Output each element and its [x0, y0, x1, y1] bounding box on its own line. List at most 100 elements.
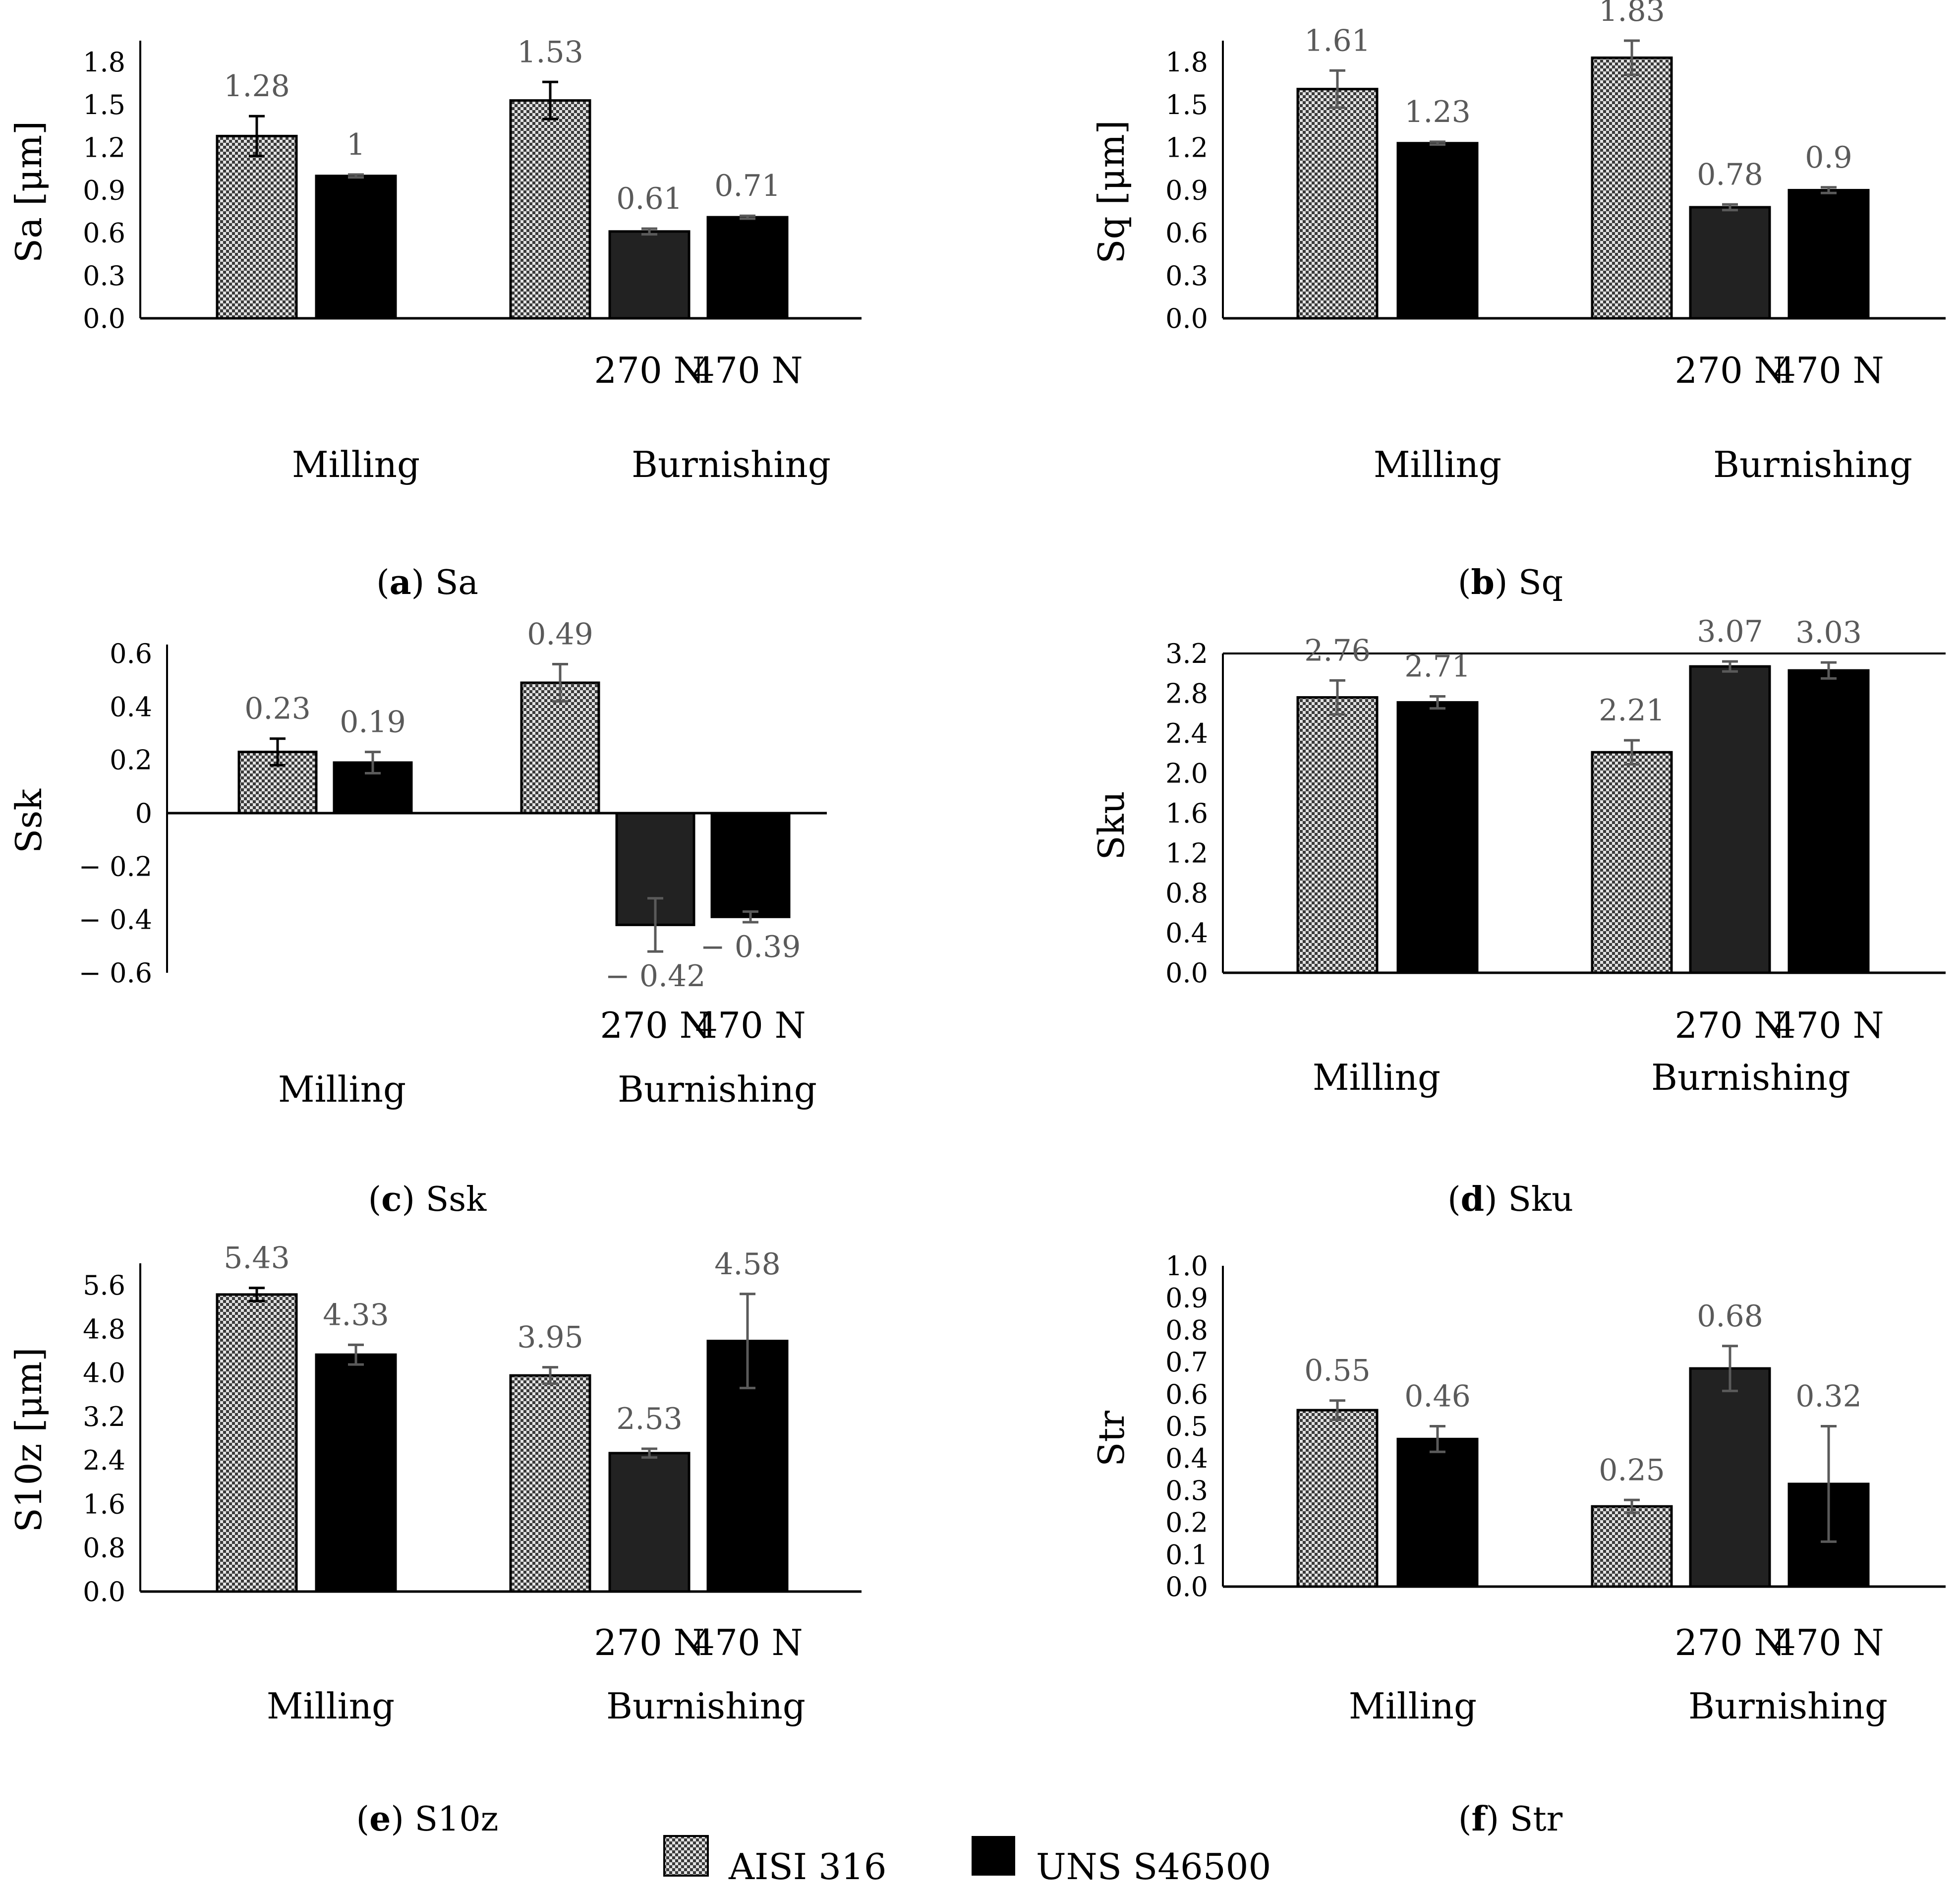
x-group-label: Milling	[1349, 1685, 1477, 1727]
error-bar	[1722, 1345, 1738, 1392]
data-label: 0.71	[714, 169, 781, 203]
data-label: 1.53	[517, 35, 583, 69]
x-category-label: 270 N	[594, 1622, 704, 1663]
caption-letter: e	[369, 1799, 391, 1839]
data-label: 1.23	[1404, 95, 1471, 129]
y-tick-label: 1.5	[1165, 89, 1208, 120]
bar-uns-s46500-470-n	[1787, 189, 1870, 320]
chart-panel-e: 0.0 0.8 1.6 2.4 3.2 4.0 4.8 5.6 5.43 4.33 3.95 2.53…	[8, 1241, 862, 1839]
y-tick-label: 2.8	[1165, 678, 1208, 710]
y-tick-label: 0	[135, 798, 152, 829]
data-label: 2.21	[1599, 693, 1665, 728]
y-tick-label: 0.4	[1165, 1443, 1208, 1474]
y-tick-label: 0.2	[1165, 1507, 1208, 1538]
y-tick-label: 1.2	[1165, 838, 1208, 869]
error-bar	[740, 214, 755, 220]
caption-paren-open: (	[356, 1800, 370, 1839]
x-category-label: 470 N	[1773, 1622, 1884, 1663]
error-bar	[1430, 140, 1445, 146]
caption-paren-open: (	[1458, 1800, 1472, 1839]
y-tick-label: 0.4	[1165, 918, 1208, 949]
y-tick-label: 0.9	[1165, 175, 1208, 206]
x-category-label: 270 N	[1674, 350, 1785, 391]
error-bar	[1821, 186, 1837, 194]
y-tick-label: 1.2	[1165, 132, 1208, 163]
data-label: 2.53	[616, 1402, 683, 1436]
data-label: 4.33	[323, 1298, 389, 1332]
y-tick-label: 0.0	[1165, 1571, 1208, 1602]
bar-aisi-316	[216, 134, 298, 320]
error-bar	[1329, 69, 1345, 109]
y-tick-label: 4.0	[83, 1358, 125, 1389]
y-tick-label: 1.2	[83, 132, 125, 163]
y-tick-label: 1.6	[1165, 798, 1208, 829]
error-bar	[348, 1343, 364, 1366]
y-tick-label: 5.6	[83, 1270, 125, 1301]
y-tick-label: 0.8	[1165, 1314, 1208, 1346]
x-category-label: 270 N	[594, 350, 704, 391]
data-label: 0.23	[244, 692, 311, 726]
data-label: 3.03	[1795, 615, 1862, 650]
caption-text: S10z	[415, 1800, 499, 1839]
panel-caption: (d) Sku	[1447, 1180, 1573, 1219]
panel-caption: (b) Sq	[1458, 563, 1563, 602]
caption-letter: c	[381, 1180, 402, 1219]
data-label: 0.78	[1697, 157, 1763, 192]
y-tick-label: 3.2	[83, 1401, 125, 1432]
y-tick-label: 2.4	[83, 1445, 125, 1476]
y-axis-title: Sa [μm]	[8, 121, 50, 263]
y-tick-label: 0.6	[1165, 218, 1208, 249]
caption-paren-open: (	[376, 563, 390, 602]
x-group-label: Milling	[292, 444, 420, 485]
y-tick-label: 0.0	[1165, 957, 1208, 989]
caption-text: Str	[1510, 1800, 1563, 1839]
x-group-label: Milling	[1313, 1057, 1441, 1098]
error-bar	[270, 737, 286, 767]
data-label: 0.55	[1304, 1354, 1371, 1388]
data-label: 2.76	[1304, 633, 1371, 668]
bar-aisi-316	[509, 1374, 591, 1593]
x-group-label: Milling	[267, 1685, 395, 1727]
legend-swatch-uns-s46500	[972, 1836, 1015, 1876]
data-label: 3.07	[1697, 614, 1763, 649]
error-bar	[743, 910, 758, 924]
bar-uns-s46500	[315, 175, 397, 320]
y-tick-label: 1.8	[1165, 47, 1208, 78]
y-tick-label: 0.4	[110, 691, 152, 722]
legend-label-uns-s46500: UNS S46500	[1036, 1846, 1271, 1888]
y-tick-label: 0.2	[110, 745, 152, 776]
caption-letter: d	[1461, 1180, 1485, 1219]
x-group-label: Burnishing	[1651, 1057, 1850, 1098]
x-group-label: Burnishing	[632, 444, 831, 485]
x-group-label: Burnishing	[1688, 1685, 1888, 1727]
caption-text: Ssk	[426, 1180, 487, 1219]
chart-panel-d: 0.0 0.4 0.8 1.2 1.6 2.0 2.4 2.8 3.2 2.76 2.71 2.21 3…	[1091, 614, 1946, 1219]
error-bar	[1430, 1425, 1445, 1453]
y-tick-label: 4.8	[83, 1313, 125, 1345]
bar-aisi-316	[1296, 88, 1379, 320]
y-axis-title: Sq [μm]	[1091, 120, 1132, 264]
x-category-label: 470 N	[695, 1005, 806, 1046]
bar-uns-s46500-270-n	[1689, 1367, 1771, 1588]
caption-paren-close: )	[1486, 1800, 1510, 1839]
caption-paren-close: )	[402, 1180, 426, 1219]
y-tick-label: 2.4	[1165, 718, 1208, 749]
caption-text: Sa	[435, 563, 478, 602]
bar-uns-s46500	[1396, 1437, 1479, 1588]
y-tick-label: 0.1	[1165, 1539, 1208, 1570]
panel-caption: (c) Ssk	[368, 1180, 487, 1219]
bar-uns-s46500-270-n	[1689, 206, 1771, 320]
data-label: 0.68	[1697, 1299, 1763, 1334]
y-tick-label: 0.0	[83, 303, 125, 334]
chart-panel-c: − 0.6 − 0.4 − 0.2 0 0.2 0.4 0.6 0.23 0.19 0.49 − 0…	[8, 617, 827, 1219]
data-label: 1.28	[224, 69, 290, 104]
y-tick-label: 0.7	[1165, 1347, 1208, 1378]
bar-aisi-316	[1591, 56, 1673, 320]
bar-uns-s46500-470-n	[1787, 669, 1870, 974]
x-category-label: 470 N	[1773, 350, 1884, 391]
error-bar	[1430, 695, 1445, 710]
error-bar	[1821, 661, 1837, 680]
error-bar	[249, 1287, 265, 1302]
y-axis-title: S10z [μm]	[8, 1347, 50, 1532]
caption-paren-close: )	[1495, 563, 1518, 602]
